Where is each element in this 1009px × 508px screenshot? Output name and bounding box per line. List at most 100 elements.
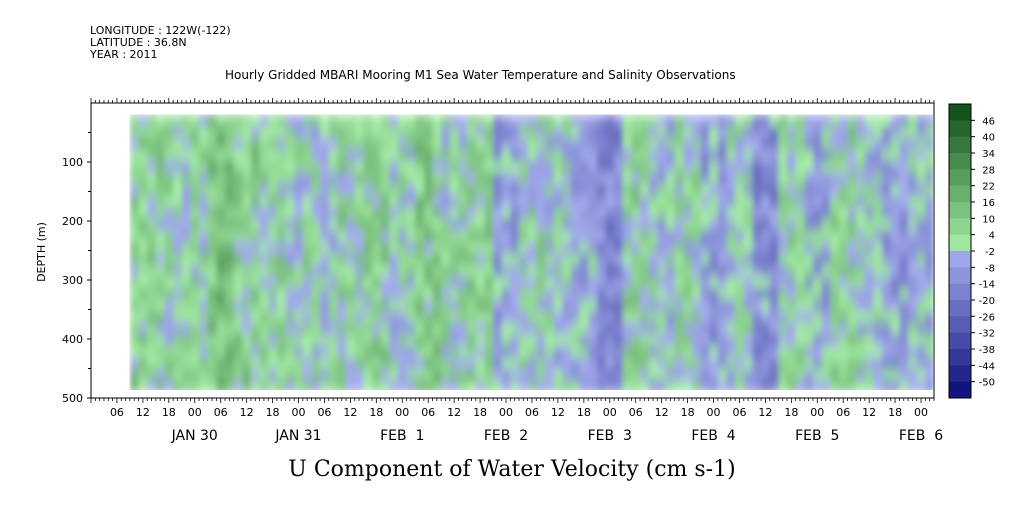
heat-cell [735,207,745,220]
heat-cell [761,230,771,243]
heat-cell [406,241,416,255]
heat-cell [363,172,373,185]
heat-cell [864,241,874,255]
heat-cell [735,311,745,324]
heat-cell [406,126,416,139]
heat-cell [622,345,632,359]
heat-cell [622,195,632,208]
heat-cell [596,184,606,197]
heat-cell [173,288,183,301]
heat-cell [726,241,736,255]
heat-cell [640,218,650,231]
heat-cell [544,114,555,127]
heat-cell [709,195,719,208]
heat-cell [337,172,347,185]
heat-cell [129,161,140,174]
heat-cell [787,230,797,243]
heat-cell [129,137,140,151]
heat-cell [752,265,762,278]
heat-cell [493,149,503,162]
heat-cell [423,114,434,127]
heat-cell [441,184,451,197]
heat-cell [847,114,857,127]
heat-cell [242,253,252,266]
heat-cell [666,195,676,208]
heat-cell [778,311,788,324]
heat-cell [925,322,933,335]
heat-cell [890,369,900,382]
heat-cell [830,230,840,243]
heat-cell [397,345,408,359]
heat-cell [925,149,933,162]
heat-cell [631,218,641,231]
heat-cell [605,311,615,324]
heat-cell [276,380,287,390]
heat-cell [536,369,546,382]
heat-cell [709,230,719,243]
heat-cell [691,126,702,139]
heat-cell [830,195,840,208]
heat-cell [640,161,650,174]
heat-cell [397,311,408,324]
heat-cell [484,357,494,370]
colorbar-label: 40 [982,133,995,144]
heat-cell [726,311,736,324]
heat-cell [666,299,676,312]
heat-cell [761,172,771,185]
heat-cell [804,241,814,255]
heat-cell [432,161,442,174]
heat-cell [346,288,356,301]
heat-cell [830,241,840,255]
heat-cell [138,357,148,370]
heat-cell [890,172,900,185]
heat-cell [596,380,606,390]
heat-cell [467,230,477,243]
heat-cell [285,230,295,243]
heat-cell [536,184,546,197]
heat-cell [372,253,382,266]
heat-cell [631,265,641,278]
heat-cell [216,137,226,151]
heat-cell [519,299,529,312]
heat-cell [709,311,719,324]
heat-cell [864,334,874,347]
heat-cell [787,311,797,324]
heat-cell [717,207,727,220]
heat-cell [743,149,753,162]
heat-cell [233,161,243,174]
heat-cell [856,195,866,208]
heat-cell [493,126,503,139]
heat-cell [588,149,598,162]
heat-cell [890,207,900,220]
heat-cell [285,311,295,324]
heat-cell [735,380,745,390]
heat-cell [899,172,909,185]
heat-cell [864,149,874,162]
heat-cell [415,230,425,243]
heat-cell [691,299,702,312]
heat-cell [181,299,191,312]
heat-cell [302,230,312,243]
heat-cell [882,114,892,127]
heat-cell [458,369,468,382]
heat-cell [493,334,503,347]
heat-cell [752,161,762,174]
heat-cell [622,380,632,390]
heat-cell [155,357,165,370]
heat-cell [674,195,684,208]
heat-cell [259,126,269,139]
heat-cell [605,299,615,312]
heat-cell [752,299,762,312]
heat-cell [285,288,295,301]
heat-cell [778,345,788,359]
heat-cell [337,369,347,382]
heat-cell [674,126,684,139]
heat-cell [346,184,356,197]
heat-cell [346,126,356,139]
heat-cell [527,218,537,231]
heat-cell [484,253,494,266]
heat-cell [813,299,823,312]
heat-cell [199,253,209,266]
heat-cell [173,345,183,359]
heat-cell [847,137,857,151]
